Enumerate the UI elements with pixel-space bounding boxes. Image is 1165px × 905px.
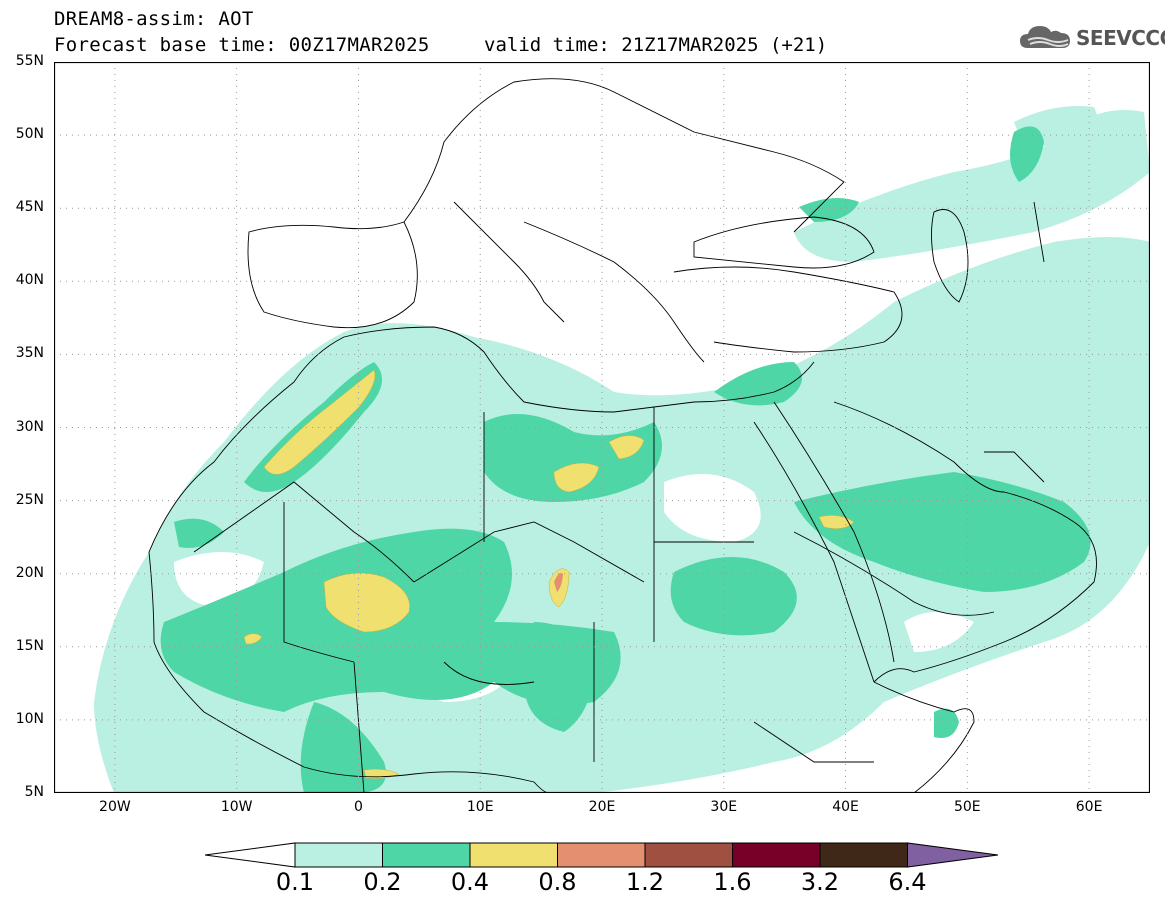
map-title: DREAM8-assim: AOT: [54, 8, 254, 30]
colorbar-label: 0.8: [538, 868, 577, 896]
seevccc-logo: SEEVCCC: [1018, 22, 1165, 54]
coastlines-borders: [148, 78, 1097, 793]
longitude-label: 10E: [466, 799, 494, 815]
colorbar-segment: [557, 842, 646, 868]
cloud-icon: [1020, 26, 1070, 48]
latitude-label: 40N: [15, 272, 44, 289]
valid-time: valid time: 21Z17MAR2025 (+21): [484, 34, 828, 56]
latitude-label: 15N: [15, 637, 44, 654]
latitude-label: 35N: [15, 345, 44, 362]
longitude-label: 0: [353, 799, 363, 815]
latitude-label: 30N: [15, 418, 44, 435]
longitude-label: 20E: [588, 799, 616, 815]
aot-level-0-8: [554, 573, 563, 592]
colorbar-segment: [294, 842, 383, 868]
longitude-label: 20W: [99, 799, 131, 815]
colorbar-segment: [732, 842, 821, 868]
colorbar-label: 0.4: [450, 868, 490, 896]
map-frame: [54, 62, 1150, 793]
colorbar-label: 0.2: [363, 868, 402, 896]
colorbar-min-triangle: [205, 842, 296, 868]
colorbar-label: 1.6: [713, 868, 752, 896]
colorbar-segment: [819, 842, 908, 868]
latitude-label: 45N: [15, 199, 44, 216]
latitude-label: 50N: [15, 126, 44, 143]
colorbar-label: 1.2: [625, 868, 665, 896]
colorbar-max-triangle: [907, 842, 999, 868]
longitude-label: 30E: [710, 799, 738, 815]
colorbar-segment: [469, 842, 558, 868]
logo-text: SEEVCCC: [1076, 26, 1165, 50]
colorbar-segment: [644, 842, 733, 868]
forecast-base-time: Forecast base time: 00Z17MAR2025: [54, 34, 430, 56]
latitude-label: 25N: [15, 491, 44, 508]
longitude-label: 40E: [832, 799, 859, 815]
latitude-label: 55N: [15, 53, 44, 69]
colorbar-segment: [382, 842, 471, 868]
colorbar: [205, 842, 999, 868]
aot-level-0-4: [243, 369, 855, 779]
colorbar-label: 0.1: [275, 868, 315, 896]
colorbar-label: 6.4: [888, 868, 927, 896]
longitude-label: 50E: [953, 799, 981, 815]
longitude-label: 60E: [1075, 799, 1103, 815]
colorbar-label: 3.2: [800, 868, 840, 896]
latitude-label: 5N: [24, 784, 44, 800]
latitude-label: 10N: [15, 710, 44, 727]
longitude-label: 10W: [220, 799, 253, 815]
latitude-label: 20N: [15, 564, 44, 581]
aot-map: [54, 62, 1150, 793]
